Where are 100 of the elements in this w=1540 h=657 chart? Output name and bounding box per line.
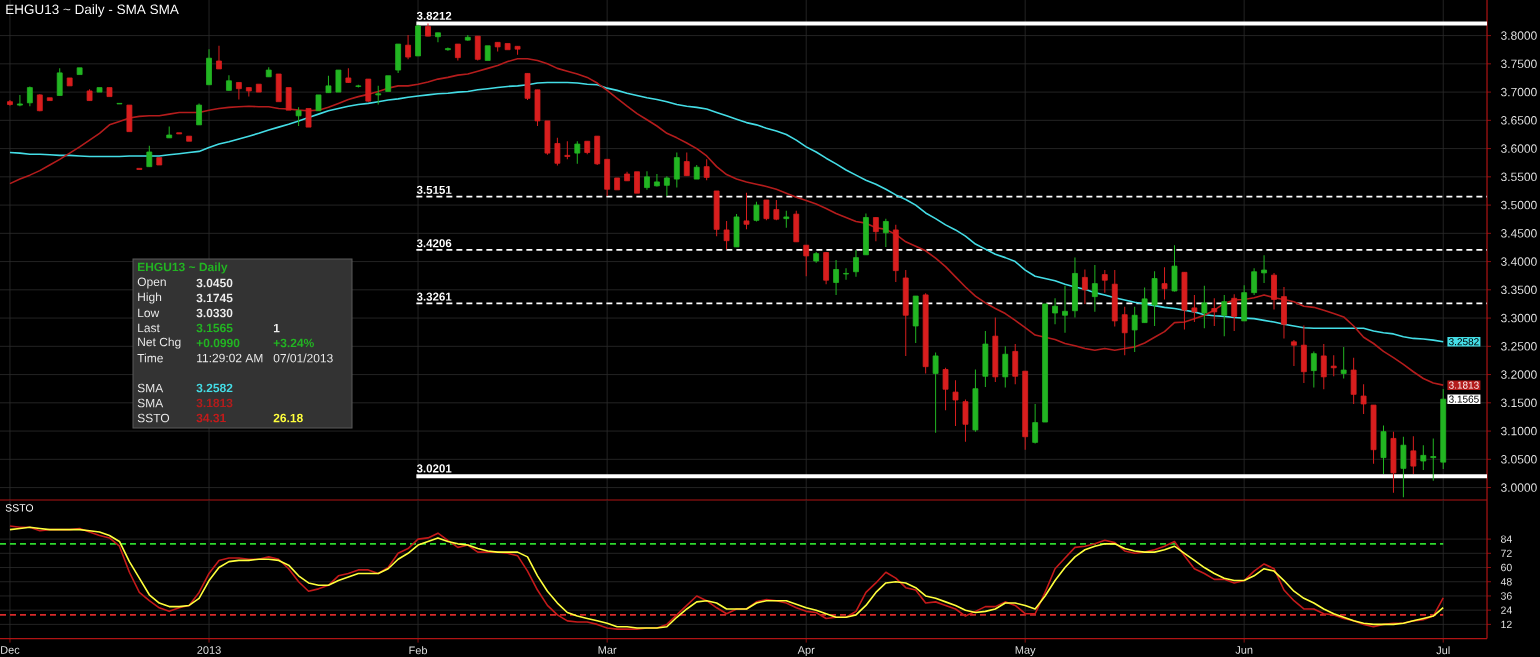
candlestick bbox=[853, 249, 859, 278]
candlestick bbox=[1420, 444, 1427, 471]
x-tick-label: Jul bbox=[1436, 646, 1450, 655]
candlestick bbox=[843, 267, 849, 281]
annotation: 07/01/2013 bbox=[273, 353, 333, 363]
ref-line-label: 3.8212 bbox=[416, 11, 452, 20]
annotation: Time bbox=[137, 353, 163, 363]
candlestick bbox=[1042, 303, 1048, 423]
y-tick-label: 3.2500 bbox=[1501, 342, 1537, 351]
y-tick-label: 3.2000 bbox=[1501, 370, 1537, 379]
annotation: +3.24% bbox=[273, 338, 314, 348]
candlestick bbox=[1231, 293, 1238, 332]
y-tick-label: 3.7500 bbox=[1501, 59, 1537, 69]
candlestick bbox=[803, 244, 810, 277]
y-tick-label: 3.1000 bbox=[1501, 426, 1537, 436]
candlestick bbox=[634, 171, 640, 194]
candlestick bbox=[375, 85, 382, 106]
candlestick bbox=[683, 152, 690, 177]
candlestick bbox=[365, 78, 372, 103]
candlestick bbox=[1082, 268, 1088, 305]
y-tick-label: 24 bbox=[1501, 606, 1512, 614]
candlestick bbox=[26, 85, 33, 107]
candlestick bbox=[405, 34, 411, 60]
candlestick bbox=[1121, 306, 1128, 356]
candlestick bbox=[76, 67, 83, 75]
candlestick bbox=[435, 32, 441, 43]
x-tick-label: Mar bbox=[598, 646, 617, 654]
y-tick-label: 3.4000 bbox=[1501, 257, 1537, 266]
ref-line-label: 3.3261 bbox=[416, 292, 452, 301]
annotation: Net Chg bbox=[138, 337, 181, 349]
candlestick bbox=[315, 94, 322, 112]
candlestick bbox=[703, 158, 710, 181]
candlestick bbox=[1251, 267, 1257, 296]
candlestick bbox=[614, 177, 620, 191]
candlestick bbox=[295, 106, 302, 127]
x-tick-label: Dec bbox=[1, 646, 20, 654]
y-tick-label: 3.8000 bbox=[1501, 31, 1537, 40]
candlestick bbox=[1360, 383, 1367, 415]
candlestick bbox=[663, 175, 670, 197]
y-tick-label: 3.0500 bbox=[1501, 455, 1537, 464]
x-tick-label: Apr bbox=[797, 646, 815, 656]
candlestick bbox=[1091, 264, 1098, 313]
candlestick bbox=[216, 45, 222, 70]
candlestick bbox=[1310, 350, 1317, 389]
annotation: SSTO bbox=[137, 413, 170, 423]
candlestick bbox=[1002, 345, 1009, 389]
candlestick bbox=[1430, 437, 1437, 482]
annotation: 3.1565 bbox=[196, 323, 233, 333]
candlestick bbox=[1131, 306, 1138, 353]
candlestick bbox=[156, 157, 163, 166]
candlestick bbox=[196, 102, 202, 126]
ref-line-label: 3.0201 bbox=[416, 464, 452, 473]
candlestick bbox=[255, 83, 262, 93]
candlestick bbox=[1062, 285, 1068, 334]
annotation: EHGU13 ~ Daily bbox=[138, 262, 228, 274]
y-tick-label: 3.5000 bbox=[1501, 200, 1537, 210]
candlestick bbox=[644, 170, 650, 191]
annotation: 1 bbox=[273, 323, 280, 333]
text: 3.1813 bbox=[1449, 381, 1479, 389]
annotation: 3.0330 bbox=[196, 308, 233, 318]
annotation: 3.2582 bbox=[196, 383, 233, 393]
y-tick-label: 60 bbox=[1501, 563, 1512, 572]
candlestick bbox=[146, 145, 153, 168]
candlestick bbox=[882, 218, 889, 248]
candlestick bbox=[1340, 346, 1347, 380]
candlestick bbox=[1400, 436, 1407, 498]
y-tick-label: 3.7000 bbox=[1501, 87, 1537, 97]
candlestick bbox=[17, 94, 23, 107]
candlestick bbox=[1330, 354, 1337, 377]
candlestick bbox=[1101, 269, 1108, 294]
y-tick-label: 48 bbox=[1500, 578, 1512, 586]
annotation: Open bbox=[137, 277, 166, 289]
candlestick bbox=[962, 398, 969, 443]
y-tick-label: 36 bbox=[1500, 592, 1512, 600]
chart-title: SSTO bbox=[5, 504, 34, 512]
candlestick bbox=[932, 352, 939, 434]
candlestick bbox=[873, 217, 879, 242]
candlestick bbox=[116, 102, 123, 105]
candlestick bbox=[1261, 254, 1267, 284]
candlestick bbox=[654, 173, 660, 187]
y-tick-label: 3.0000 bbox=[1501, 483, 1537, 492]
y-tick-label: 3.6500 bbox=[1501, 116, 1537, 125]
x-tick-label: Jun bbox=[1235, 646, 1253, 654]
candlestick bbox=[1141, 287, 1148, 324]
y-tick-label: 3.4500 bbox=[1501, 229, 1537, 238]
y-tick-label: 72 bbox=[1501, 549, 1512, 557]
candlestick bbox=[564, 140, 571, 160]
candlestick bbox=[673, 152, 680, 189]
candlestick bbox=[1320, 343, 1327, 390]
candlestick bbox=[484, 45, 491, 61]
candlestick bbox=[385, 75, 392, 92]
candlestick bbox=[833, 259, 839, 296]
candlestick bbox=[176, 132, 183, 135]
y-tick-label: 3.3000 bbox=[1501, 313, 1537, 323]
candlestick bbox=[445, 46, 451, 52]
chart-title: EHGU13 ~ Daily - SMA SMA bbox=[6, 4, 179, 17]
candlestick bbox=[106, 87, 113, 98]
candlestick bbox=[1052, 297, 1058, 325]
annotation: SMA bbox=[137, 398, 164, 408]
candlestick bbox=[285, 87, 292, 111]
